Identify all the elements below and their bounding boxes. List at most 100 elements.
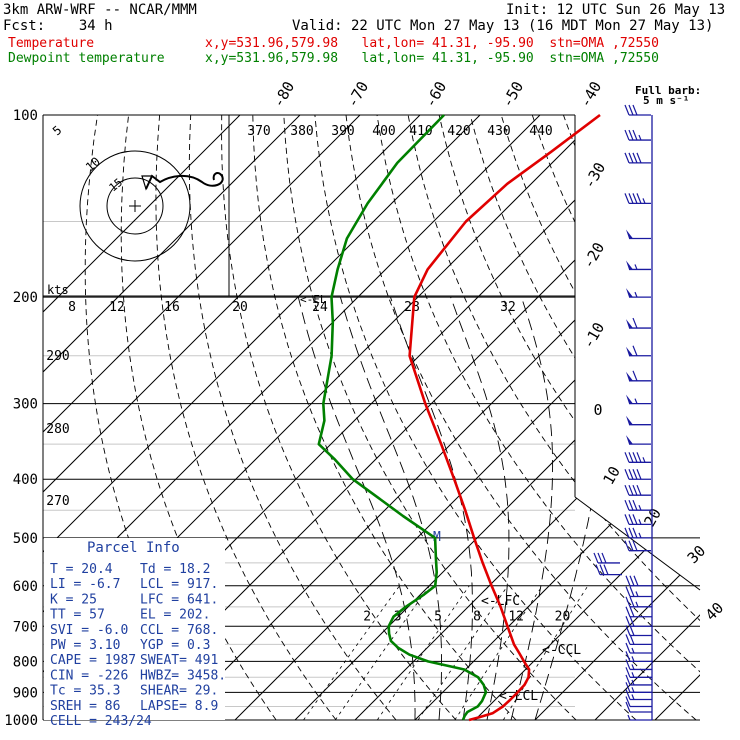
wind-barb-full — [628, 540, 634, 551]
wind-barb — [595, 564, 622, 576]
wind-barb-full — [624, 469, 630, 480]
isotherm-label: 0 — [593, 401, 602, 419]
moist-adiabat — [390, 296, 473, 720]
wind-barb-full — [601, 552, 607, 564]
wind-barb — [625, 701, 652, 713]
wind-barb-full — [628, 129, 634, 141]
legend-dewpoint-info: x,y=531.96,579.98 lat,lon= 41.31, -95.90… — [205, 51, 659, 66]
wind-barb — [625, 674, 652, 686]
mid-marker: M — [433, 530, 441, 545]
moist-adiabat — [510, 296, 554, 720]
pressure-tick-label: 1000 — [4, 713, 38, 729]
parcel-info-right: Td = 18.2 — [140, 562, 210, 577]
wind-barb — [625, 625, 652, 637]
isotherm-line — [354, 115, 700, 720]
wind-barb-full — [603, 564, 609, 575]
wind-barb-full — [625, 575, 631, 587]
theta-label: 410 — [409, 124, 432, 139]
theta-label: 400 — [372, 124, 395, 139]
isotherm-line — [594, 115, 700, 720]
dewpoint-curve — [317, 114, 488, 721]
wind-barb-flag — [626, 415, 633, 425]
wind-barb-full — [633, 575, 639, 587]
wind-barb — [626, 345, 651, 357]
dry-adiabat — [407, 115, 700, 720]
parcel-info-left: TT = 57 — [50, 608, 105, 623]
wind-barb-full — [629, 575, 635, 587]
isotherm-line — [534, 115, 700, 720]
mixing-ratio-line — [417, 585, 509, 720]
wind-barb — [625, 586, 652, 598]
mixing-ratio-label: 3 — [394, 609, 402, 624]
mixing-ratio-label: 20 — [555, 609, 571, 624]
isotherm-label: -30 — [580, 159, 609, 191]
wind-barb-full — [628, 514, 634, 525]
wind-barb-half — [635, 601, 639, 608]
wind-barb-full — [632, 193, 638, 204]
wind-barb-half — [631, 672, 635, 678]
theta-label: 420 — [447, 124, 470, 139]
parcel-info-left: CELL = 243/24 — [50, 714, 152, 729]
theta-label: 290 — [46, 349, 69, 364]
wind-barb-full — [632, 317, 638, 329]
wind-barb — [624, 129, 651, 141]
theta-label: 430 — [487, 124, 510, 139]
wind-barb-full — [625, 689, 631, 700]
legend-temperature-label: Temperature — [8, 36, 95, 51]
pressure-tick-label: 200 — [13, 290, 38, 306]
isotherm-line — [654, 115, 700, 720]
mixing-ratio-line — [376, 585, 470, 720]
mixing-ratio-line — [454, 585, 543, 720]
wind-barb — [624, 152, 651, 164]
diagonal-border — [574, 496, 701, 591]
parcel-info-right: HWBZ= 3458. — [140, 668, 226, 683]
wind-barb-half — [634, 291, 638, 298]
dry-adiabat — [345, 115, 697, 720]
parcel-info-right: SHEAR= 29. — [140, 684, 218, 699]
wind-barb-full — [625, 667, 631, 678]
moist-adiabat — [450, 296, 510, 720]
isotherm-line — [234, 115, 700, 720]
valid-time: Valid: 22 UTC Mon 27 May 13 (16 MDT Mon … — [292, 18, 714, 34]
wind-barb — [624, 469, 651, 480]
wind-barb-full — [632, 499, 638, 511]
wind-barb-half — [635, 591, 639, 597]
parcel-info-right: SWEAT= 491 — [140, 653, 218, 668]
wind-barb-flag — [626, 371, 633, 381]
wind-barb — [593, 552, 620, 564]
mixing-ratio-label: 2 — [363, 609, 371, 624]
wind-barb-full — [625, 696, 631, 707]
dry-adiabat — [188, 115, 397, 720]
wind-barb-flag — [626, 394, 633, 404]
wind-barb — [626, 370, 651, 382]
parcel-info-left: LI = -6.7 — [50, 577, 120, 592]
theta-label: 280 — [46, 422, 69, 437]
wind-barb-half — [631, 664, 635, 670]
wind-barb-half — [634, 398, 638, 404]
parcel-info-right: YGP = 0.3 — [140, 638, 210, 653]
hodograph — [43, 115, 575, 297]
wind-barb — [625, 606, 652, 618]
dry-adiabat — [593, 115, 700, 720]
init-time: Init: 12 UTC Sun 26 May 13 — [506, 2, 726, 18]
parcel-info-left: PW = 3.10 — [50, 638, 120, 653]
parcel-info-right: LCL = 917. — [140, 577, 218, 592]
mixing-ratio-label: 8 — [473, 609, 481, 624]
wind-barb — [625, 659, 652, 671]
wind-barb — [624, 484, 651, 496]
isotherm-line — [43, 115, 481, 720]
wind-barb-full — [632, 345, 638, 356]
forecast-hour: Fcst: 34 h — [3, 18, 113, 34]
wind-barb-full — [636, 193, 642, 204]
hodograph-speed-label: 8 — [68, 300, 76, 315]
isotherm-line — [43, 115, 361, 720]
wind-barb-full — [632, 370, 638, 382]
wind-barb — [625, 682, 652, 693]
wind-barb-full — [629, 625, 635, 636]
wind-barb-full — [632, 484, 638, 496]
temperature-curve — [408, 113, 601, 722]
mixing-ratio-line — [334, 585, 430, 720]
isotherm-line — [414, 115, 700, 720]
isotherm-label: -60 — [421, 78, 450, 110]
